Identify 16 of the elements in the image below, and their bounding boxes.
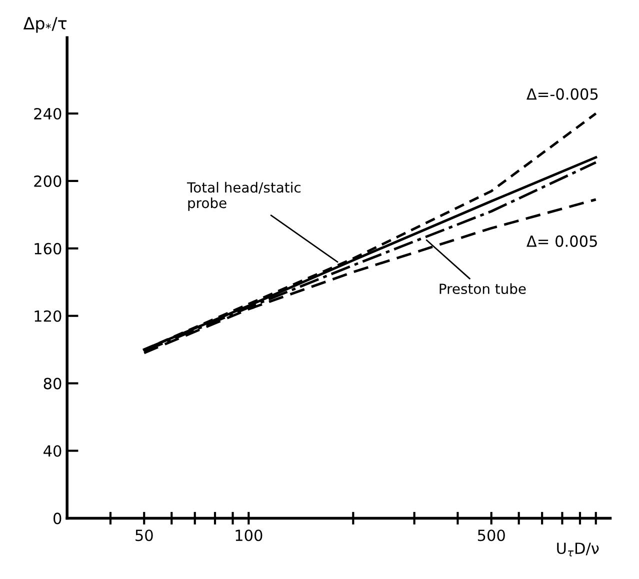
series-label: Δ= 0.005 <box>526 235 597 247</box>
y-tick-label: 0 <box>54 512 62 524</box>
x-tick-label: 100 <box>236 530 262 542</box>
x-tick-label: 500 <box>478 530 505 542</box>
x-axis-title: U$_{τ}$D/ν <box>557 542 599 556</box>
y-tick-label: 40 <box>44 445 62 457</box>
y-tick-label: 80 <box>44 378 62 390</box>
y-tick-label: 120 <box>34 310 62 322</box>
annotation: Preston tube <box>440 283 526 294</box>
y-tick-label: 240 <box>34 108 62 120</box>
series-label: Δ=-0.005 <box>526 88 598 100</box>
x-tick-label: 50 <box>136 530 153 542</box>
annotation: Total head/static probe <box>186 182 300 211</box>
y-axis-title: Δp$_{*}$/τ <box>23 17 67 33</box>
y-tick-label: 160 <box>34 242 62 254</box>
y-tick-label: 200 <box>34 175 62 187</box>
